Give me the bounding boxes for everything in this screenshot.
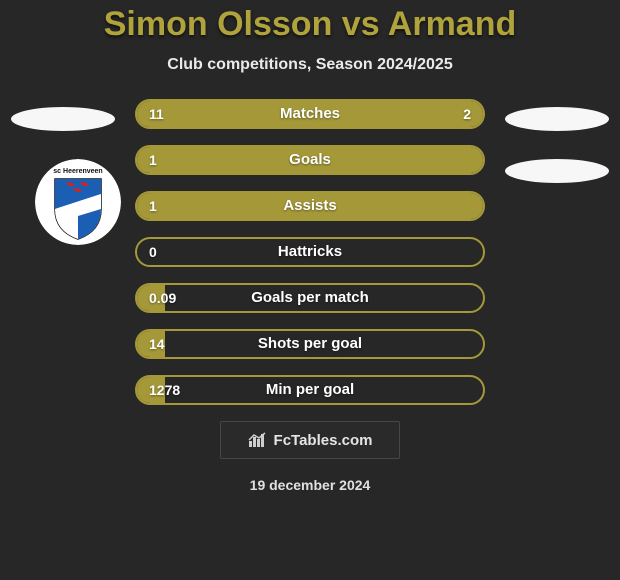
stat-bar: 1 Goals bbox=[135, 145, 485, 175]
left-player-placeholder bbox=[11, 107, 115, 131]
stat-bar: 1278 Min per goal bbox=[135, 375, 485, 405]
stat-label: Goals per match bbox=[137, 285, 483, 311]
stat-right-value: 2 bbox=[463, 101, 471, 127]
bar-chart-icon bbox=[248, 432, 268, 448]
generation-date: 19 december 2024 bbox=[0, 477, 620, 493]
svg-text:sc Heerenveen: sc Heerenveen bbox=[53, 168, 102, 175]
stat-label: Hattricks bbox=[137, 239, 483, 265]
stat-label: Min per goal bbox=[137, 377, 483, 403]
page-container: Simon Olsson vs Armand Club competitions… bbox=[0, 0, 620, 580]
right-player-column bbox=[502, 99, 612, 211]
stat-label: Assists bbox=[137, 193, 483, 219]
watermark-text: FcTables.com bbox=[274, 432, 373, 449]
watermark-box[interactable]: FcTables.com bbox=[220, 421, 400, 459]
left-player-column: sc Heerenveen bbox=[8, 99, 118, 159]
stat-label: Shots per goal bbox=[137, 331, 483, 357]
comparison-bars: 11 Matches 2 1 Goals 1 Assists 0 Hattric… bbox=[135, 99, 485, 405]
comparison-main: sc Heerenveen 11 Matches 2 1 Goals bbox=[0, 99, 620, 493]
page-title: Simon Olsson vs Armand bbox=[0, 5, 620, 44]
stat-bar: 0.09 Goals per match bbox=[135, 283, 485, 313]
stat-bar: 14 Shots per goal bbox=[135, 329, 485, 359]
right-player-placeholder-1 bbox=[505, 107, 609, 131]
stat-label: Goals bbox=[137, 147, 483, 173]
stat-bar: 0 Hattricks bbox=[135, 237, 485, 267]
right-player-placeholder-2 bbox=[505, 159, 609, 183]
page-subtitle: Club competitions, Season 2024/2025 bbox=[0, 56, 620, 74]
heerenveen-logo-icon: sc Heerenveen bbox=[35, 159, 121, 245]
stat-label: Matches bbox=[137, 101, 483, 127]
stat-bar: 11 Matches 2 bbox=[135, 99, 485, 129]
left-club-logo: sc Heerenveen bbox=[35, 159, 121, 245]
stat-bar: 1 Assists bbox=[135, 191, 485, 221]
